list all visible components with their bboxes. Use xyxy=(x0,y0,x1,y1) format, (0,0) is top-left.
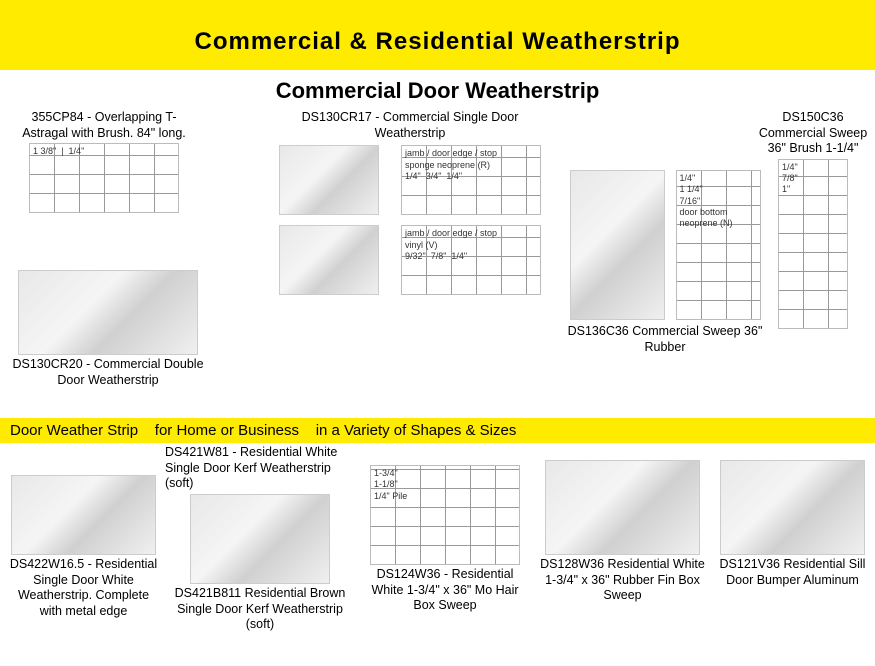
product-image xyxy=(279,145,379,215)
product-image xyxy=(545,460,700,555)
product-label: DS121V36 Residential Sill Door Bumper Al… xyxy=(715,557,870,588)
product-label: DS136C36 Commercial Sweep 36" Rubber xyxy=(565,324,765,355)
tech-diagram xyxy=(778,159,848,329)
product-label: DS421B811 Residential Brown Single Door … xyxy=(165,586,355,633)
residential-grid: DS422W16.5 - Residential Single Door Whi… xyxy=(0,443,875,663)
product-label: DS130CR17 - Commercial Single Door Weath… xyxy=(270,110,550,141)
tech-diagram xyxy=(29,143,179,213)
product-label: DS150C36 Commercial Sweep 36" Brush 1-1/… xyxy=(758,110,868,157)
midbar-text-b: for Home or Business xyxy=(155,422,299,439)
page-title: Commercial & Residential Weatherstrip xyxy=(0,28,875,56)
product-ds421: DS421W81 - Residential White Single Door… xyxy=(165,443,355,635)
midbar-text-c: in a Variety of Shapes & Sizes xyxy=(316,422,517,439)
product-355cp84: 355CP84 - Overlapping T-Astragal with Br… xyxy=(14,108,194,215)
product-ds121v36: DS121V36 Residential Sill Door Bumper Al… xyxy=(715,458,870,590)
product-ds124w36: DS124W36 - Residential White 1-3/4" x 36… xyxy=(360,463,530,616)
commercial-grid: 355CP84 - Overlapping T-Astragal with Br… xyxy=(0,108,875,418)
product-image xyxy=(11,475,156,555)
product-ds136c36: DS136C36 Commercial Sweep 36" Rubber xyxy=(565,168,765,357)
product-ds130cr17: DS130CR17 - Commercial Single Door Weath… xyxy=(270,108,550,297)
product-label: DS128W36 Residential White 1-3/4" x 36" … xyxy=(540,557,705,604)
product-image xyxy=(570,170,665,320)
section-subtitle: Commercial Door Weatherstrip xyxy=(0,70,875,108)
mid-bar: Door Weather Strip for Home or Business … xyxy=(0,418,875,443)
midbar-text-a: Door Weather Strip xyxy=(10,422,138,439)
tech-diagram xyxy=(401,145,541,215)
product-ds150c36: DS150C36 Commercial Sweep 36" Brush 1-1/… xyxy=(758,108,868,331)
product-image xyxy=(279,225,379,295)
product-ds128w36: DS128W36 Residential White 1-3/4" x 36" … xyxy=(540,458,705,606)
tech-diagram xyxy=(370,465,520,565)
header-bar: Commercial & Residential Weatherstrip xyxy=(0,0,875,70)
product-label: DS421W81 - Residential White Single Door… xyxy=(165,445,355,492)
tech-diagram xyxy=(676,170,761,320)
product-label: 355CP84 - Overlapping T-Astragal with Br… xyxy=(14,110,194,141)
product-ds422w165: DS422W16.5 - Residential Single Door Whi… xyxy=(6,473,161,622)
product-image xyxy=(720,460,865,555)
product-label: DS130CR20 - Commercial Double Door Weath… xyxy=(8,357,208,388)
tech-diagram xyxy=(401,225,541,295)
product-image xyxy=(190,494,330,584)
product-ds130cr20: DS130CR20 - Commercial Double Door Weath… xyxy=(8,268,208,390)
product-label: DS124W36 - Residential White 1-3/4" x 36… xyxy=(360,567,530,614)
product-label: DS422W16.5 - Residential Single Door Whi… xyxy=(6,557,161,620)
product-image xyxy=(18,270,198,355)
